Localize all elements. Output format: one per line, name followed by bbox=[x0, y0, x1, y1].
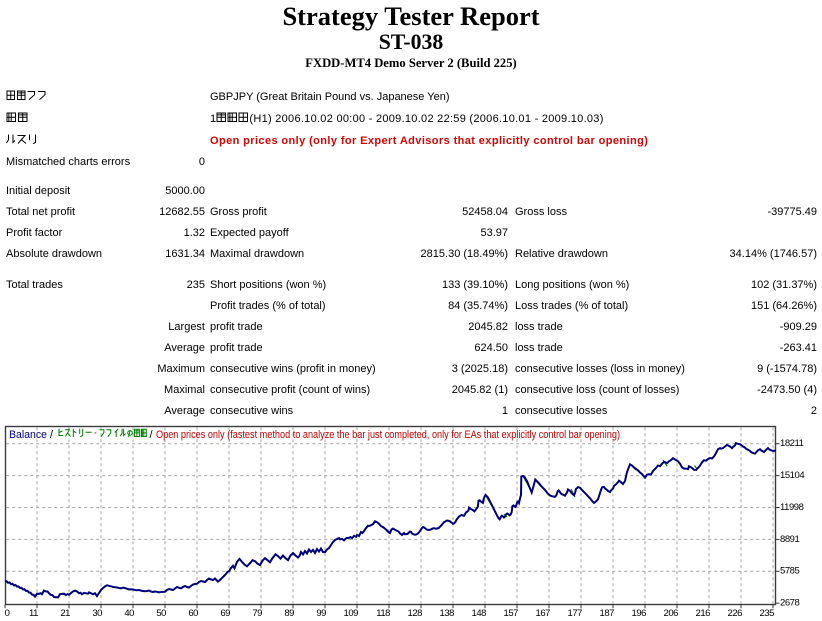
svg-text:5785: 5785 bbox=[780, 566, 800, 577]
svg-text:109: 109 bbox=[343, 608, 358, 619]
svg-text:18211: 18211 bbox=[780, 438, 804, 449]
svg-text:235: 235 bbox=[759, 608, 774, 619]
svg-text:Balance: Balance bbox=[9, 429, 47, 441]
svg-text:11998: 11998 bbox=[780, 502, 804, 513]
svg-text:50: 50 bbox=[156, 608, 166, 619]
svg-text:0: 0 bbox=[5, 608, 10, 619]
svg-text:15104: 15104 bbox=[780, 470, 804, 481]
svg-text:11: 11 bbox=[29, 608, 38, 619]
svg-text:187: 187 bbox=[599, 608, 614, 619]
svg-text:226: 226 bbox=[727, 608, 742, 619]
svg-text:216: 216 bbox=[695, 608, 710, 619]
svg-text:2678: 2678 bbox=[780, 598, 800, 609]
svg-text:206: 206 bbox=[663, 608, 678, 619]
svg-text:40: 40 bbox=[124, 608, 134, 619]
svg-text:/: / bbox=[50, 429, 54, 441]
svg-text:60: 60 bbox=[188, 608, 198, 619]
svg-text:99: 99 bbox=[316, 608, 326, 619]
svg-text:21: 21 bbox=[60, 608, 70, 619]
svg-text:177: 177 bbox=[567, 608, 582, 619]
svg-text:157: 157 bbox=[503, 608, 518, 619]
svg-text:79: 79 bbox=[252, 608, 262, 619]
svg-text:138: 138 bbox=[439, 608, 454, 619]
svg-text:8891: 8891 bbox=[780, 534, 800, 545]
svg-text:128: 128 bbox=[407, 608, 422, 619]
svg-text:167: 167 bbox=[535, 608, 550, 619]
svg-text:/: / bbox=[150, 429, 154, 441]
svg-text:89: 89 bbox=[284, 608, 294, 619]
svg-text:Open prices only (fastest meth: Open prices only (fastest method to anal… bbox=[156, 429, 620, 441]
svg-text:118: 118 bbox=[376, 608, 390, 619]
svg-text:148: 148 bbox=[471, 608, 486, 619]
svg-text:30: 30 bbox=[92, 608, 102, 619]
svg-text:196: 196 bbox=[631, 608, 646, 619]
svg-text:69: 69 bbox=[220, 608, 230, 619]
